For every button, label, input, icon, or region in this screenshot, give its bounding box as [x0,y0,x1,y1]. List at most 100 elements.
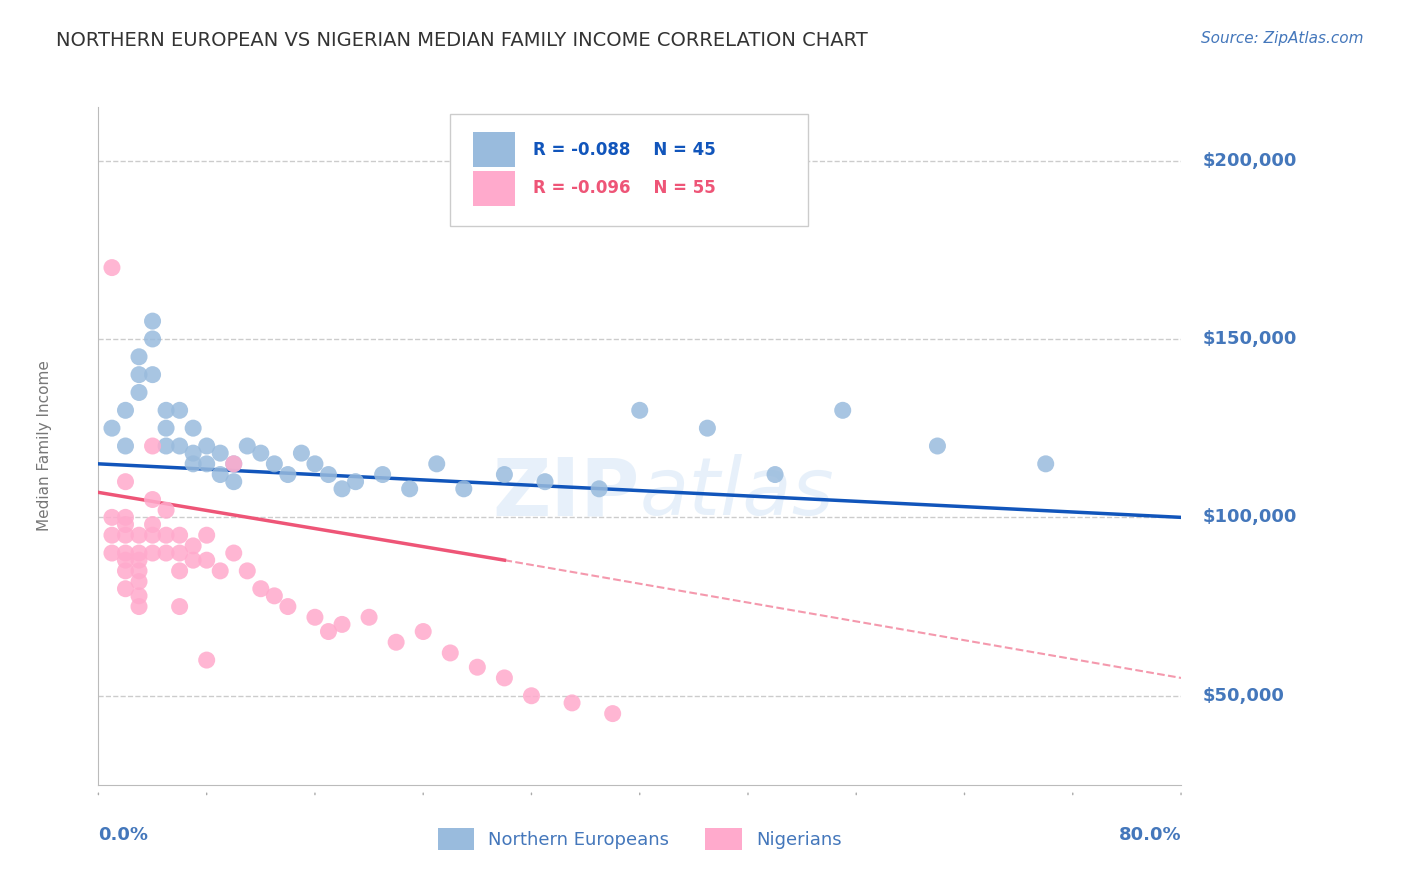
Point [195,528,218,542]
Point [426,457,449,471]
Point [195,553,218,567]
Point [128,553,150,567]
Point [141,546,165,560]
Point [359,610,381,624]
Point [114,517,136,532]
Point [371,467,394,482]
Point [209,564,232,578]
Text: $150,000: $150,000 [1202,330,1298,348]
Point [101,510,124,524]
Text: Median Family Income: Median Family Income [37,360,52,532]
Point [236,439,259,453]
Point [344,475,367,489]
Point [169,564,191,578]
Point [398,482,420,496]
Point [128,589,150,603]
Point [304,457,326,471]
Point [141,332,165,346]
Point [114,439,136,453]
Point [181,553,204,567]
Point [155,421,177,435]
Point [494,467,516,482]
Point [467,660,489,674]
Point [330,617,353,632]
Point [628,403,651,417]
Point [222,457,245,471]
Point [155,403,177,417]
Point [114,528,136,542]
Point [561,696,583,710]
Point [101,528,124,542]
Point [181,446,204,460]
FancyBboxPatch shape [450,114,807,226]
Point [101,260,124,275]
Point [181,539,204,553]
Point [412,624,434,639]
Text: atlas: atlas [640,454,835,533]
Point [1035,457,1057,471]
Point [141,439,165,453]
Point [155,546,177,560]
Point [209,446,232,460]
Point [195,439,218,453]
Text: $200,000: $200,000 [1202,152,1298,169]
Point [141,492,165,507]
Text: R = -0.096    N = 55: R = -0.096 N = 55 [533,179,716,197]
Point [101,546,124,560]
Point [330,482,353,496]
Point [602,706,624,721]
Text: NORTHERN EUROPEAN VS NIGERIAN MEDIAN FAMILY INCOME CORRELATION CHART: NORTHERN EUROPEAN VS NIGERIAN MEDIAN FAM… [56,31,868,50]
Point [114,546,136,560]
Point [141,517,165,532]
Point [114,403,136,417]
FancyBboxPatch shape [472,132,515,168]
Point [277,467,299,482]
FancyBboxPatch shape [472,170,515,206]
Point [155,439,177,453]
Point [494,671,516,685]
Point [453,482,475,496]
Text: $100,000: $100,000 [1202,508,1298,526]
Point [128,546,150,560]
Point [141,368,165,382]
Point [128,350,150,364]
Point [114,564,136,578]
Point [169,546,191,560]
Point [927,439,949,453]
Point [385,635,408,649]
Point [696,421,718,435]
Point [128,564,150,578]
Point [520,689,543,703]
Point [222,457,245,471]
Text: $50,000: $50,000 [1202,687,1285,705]
Point [222,475,245,489]
Point [101,421,124,435]
Point [128,385,150,400]
Text: ZIP: ZIP [492,454,640,533]
Legend: Northern Europeans, Nigerians: Northern Europeans, Nigerians [430,821,849,857]
Point [831,403,853,417]
Point [128,599,150,614]
Point [236,564,259,578]
Point [155,503,177,517]
Point [304,610,326,624]
Point [290,446,312,460]
Point [114,475,136,489]
Point [318,467,340,482]
Point [209,467,232,482]
Point [155,528,177,542]
Point [195,457,218,471]
Point [195,653,218,667]
Point [169,599,191,614]
Point [128,574,150,589]
Point [128,528,150,542]
Point [181,421,204,435]
Text: R = -0.088    N = 45: R = -0.088 N = 45 [533,141,716,159]
Point [263,457,285,471]
Text: 80.0%: 80.0% [1118,826,1181,844]
Point [250,582,273,596]
Point [763,467,786,482]
Point [588,482,610,496]
Point [169,439,191,453]
Point [114,582,136,596]
